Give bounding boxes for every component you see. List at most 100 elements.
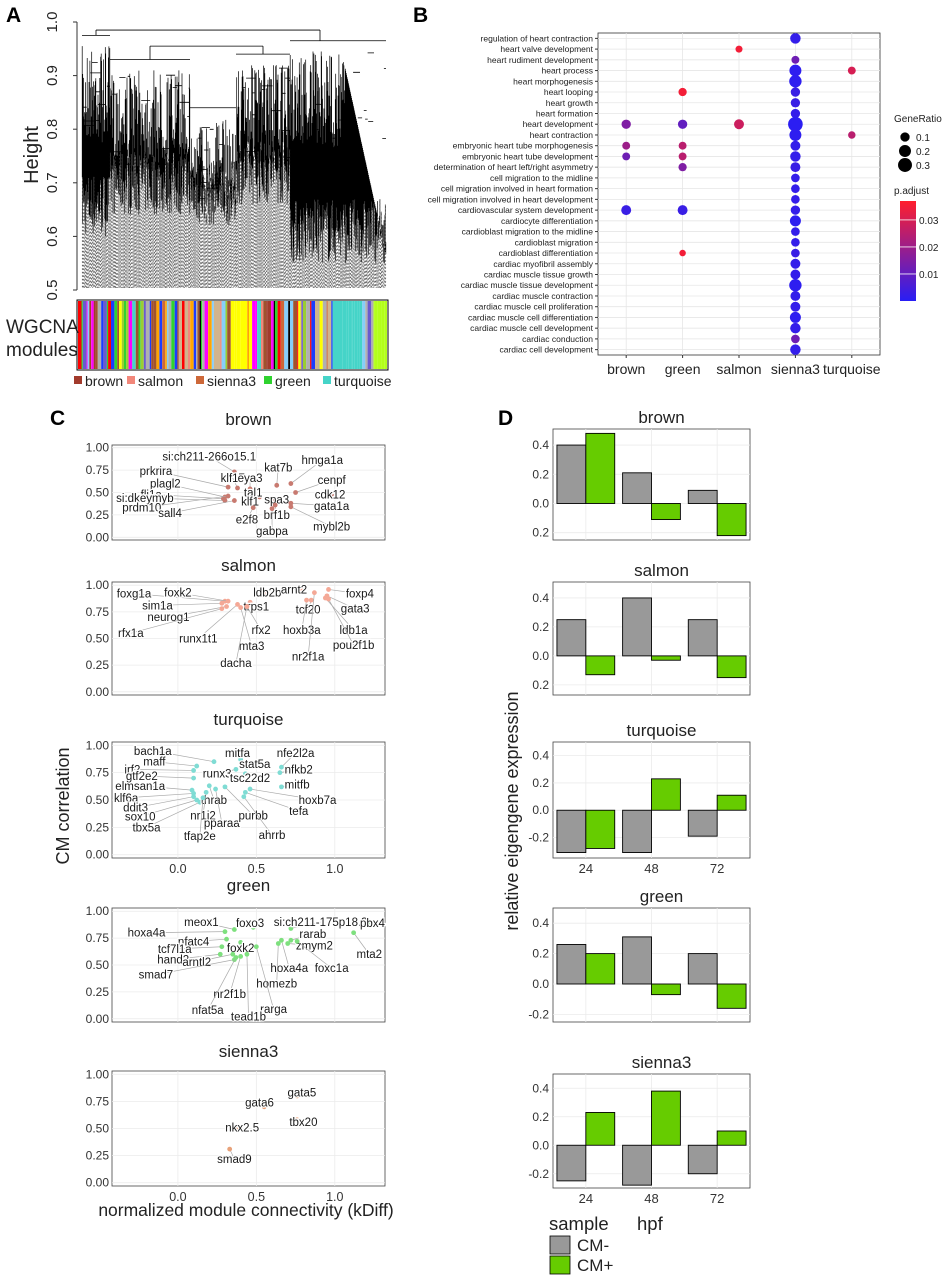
x-tick-label: 24 bbox=[579, 861, 593, 876]
data-point bbox=[250, 924, 256, 930]
term-label: cell migration involved in heart formati… bbox=[441, 184, 593, 194]
dot-sienna3 bbox=[790, 33, 801, 44]
term-label: heart process bbox=[542, 66, 594, 76]
dot-sienna3 bbox=[790, 98, 801, 108]
dot-brown bbox=[621, 119, 631, 129]
data-point bbox=[288, 926, 294, 931]
x-tick-label: turquoise bbox=[823, 361, 881, 377]
y-tick-label: 0.75 bbox=[86, 605, 110, 619]
legend-swatch-cm-plus bbox=[549, 1255, 571, 1275]
module-bar-segment bbox=[252, 301, 256, 369]
legend-label-sienna3: sienna3 bbox=[207, 373, 256, 389]
label-leader-line bbox=[290, 933, 313, 941]
term-label: cardiac myofibril assembly bbox=[493, 259, 593, 269]
y-tick-label: 0.2 bbox=[532, 620, 549, 634]
y-tick-label: -0.2 bbox=[528, 1007, 549, 1021]
gene-label: kat7b bbox=[264, 462, 292, 474]
legend-swatch-cm-minus bbox=[549, 1235, 571, 1255]
module-bar-segment bbox=[81, 301, 83, 369]
gene-label: ahrrb bbox=[259, 830, 286, 842]
module-bar-segment bbox=[93, 301, 96, 369]
label-leader-line bbox=[141, 775, 194, 779]
legend-title: sample bbox=[549, 1213, 609, 1234]
facet-title: turquoise bbox=[627, 721, 697, 740]
gene-label: spa3 bbox=[264, 495, 289, 507]
gene-label: hand2 bbox=[157, 955, 189, 967]
dot-sienna3 bbox=[790, 301, 801, 312]
panel-label-c: C bbox=[50, 407, 65, 430]
facet-title: sienna3 bbox=[219, 1042, 279, 1061]
gene-label: mitfb bbox=[285, 780, 310, 792]
data-point bbox=[222, 784, 228, 790]
facet-title: salmon bbox=[634, 561, 689, 580]
data-point bbox=[294, 1117, 300, 1123]
gene-label: gtf2e2 bbox=[126, 771, 158, 783]
facet-salmon: salmon 0.00 0.25 0.50 0.75 1.00 foxg1a foxk2sim… bbox=[86, 556, 386, 699]
data-point bbox=[253, 944, 259, 950]
bar-cm-minus bbox=[622, 809, 652, 853]
y-tick-label: 0.0 bbox=[532, 977, 549, 991]
module-bar-segment bbox=[97, 301, 102, 369]
y-axis-label: relative eigengene expression bbox=[502, 691, 522, 930]
gene-label: tfap2e bbox=[184, 831, 216, 843]
gene-label: maff bbox=[143, 757, 166, 769]
data-point bbox=[222, 498, 228, 503]
color-legend-bar bbox=[900, 201, 916, 301]
data-point bbox=[326, 587, 331, 592]
module-bar-segment bbox=[211, 301, 214, 369]
dot-sienna3 bbox=[789, 311, 801, 323]
module-bar-segment bbox=[374, 301, 378, 369]
data-point bbox=[288, 504, 294, 510]
data-point bbox=[233, 955, 239, 960]
gene-label: foxp4 bbox=[346, 589, 375, 601]
term-label: heart development bbox=[523, 119, 594, 129]
gene-label: klf17 bbox=[221, 473, 245, 485]
gene-label: klf6a bbox=[114, 793, 139, 805]
module-bar-segment bbox=[135, 301, 139, 369]
label-leader-line bbox=[290, 921, 321, 929]
term-label: heart looping bbox=[544, 87, 593, 97]
size-legend-label: 0.1 bbox=[916, 133, 930, 144]
data-point bbox=[329, 491, 335, 497]
dot-turquoise bbox=[847, 66, 856, 75]
x-tick-label: 72 bbox=[710, 861, 724, 876]
panel-label-a: A bbox=[6, 4, 21, 27]
label-leader-line bbox=[198, 604, 238, 639]
dot-sienna3 bbox=[791, 237, 800, 247]
facet-title: sienna3 bbox=[632, 1053, 692, 1072]
module-bar-segment bbox=[208, 301, 212, 369]
x-axis-label: normalized module connectivity (kDiff) bbox=[98, 1200, 393, 1220]
data-point bbox=[200, 795, 206, 801]
label-leader-line bbox=[177, 592, 229, 602]
label-leader-line bbox=[240, 607, 252, 647]
module-bar-segment bbox=[280, 301, 285, 369]
term-label: heart valve development bbox=[500, 44, 593, 54]
gene-label: nfat5a bbox=[192, 1005, 225, 1017]
data-point bbox=[219, 944, 225, 950]
bar-cm-minus bbox=[556, 444, 587, 504]
label-leader-line bbox=[133, 593, 225, 602]
bar-cm-minus bbox=[687, 809, 718, 837]
label-leader-line bbox=[235, 606, 248, 664]
gene-label: tcf7l1a bbox=[158, 944, 192, 956]
label-leader-line bbox=[325, 597, 354, 631]
label-leader-line bbox=[281, 940, 290, 969]
data-point bbox=[366, 919, 372, 925]
module-bar-segment bbox=[386, 301, 387, 369]
module-bar-segment bbox=[204, 301, 208, 369]
label-leader-line bbox=[155, 959, 235, 976]
module-bar-segment bbox=[143, 301, 146, 369]
module-bar-segment bbox=[247, 301, 250, 369]
data-point bbox=[272, 502, 278, 508]
gene-label: hoxb3a bbox=[283, 625, 321, 637]
module-bar-segment bbox=[199, 301, 201, 369]
bar-cm-plus bbox=[585, 953, 616, 985]
label-leader-line bbox=[199, 797, 204, 837]
data-point bbox=[231, 927, 237, 932]
data-point bbox=[197, 799, 203, 805]
facet-turquoise: turquoise 0.4 0.2 0.0 -0.2 bbox=[528, 721, 751, 859]
dot-sienna3 bbox=[790, 108, 801, 119]
dot-sienna3 bbox=[790, 258, 801, 269]
